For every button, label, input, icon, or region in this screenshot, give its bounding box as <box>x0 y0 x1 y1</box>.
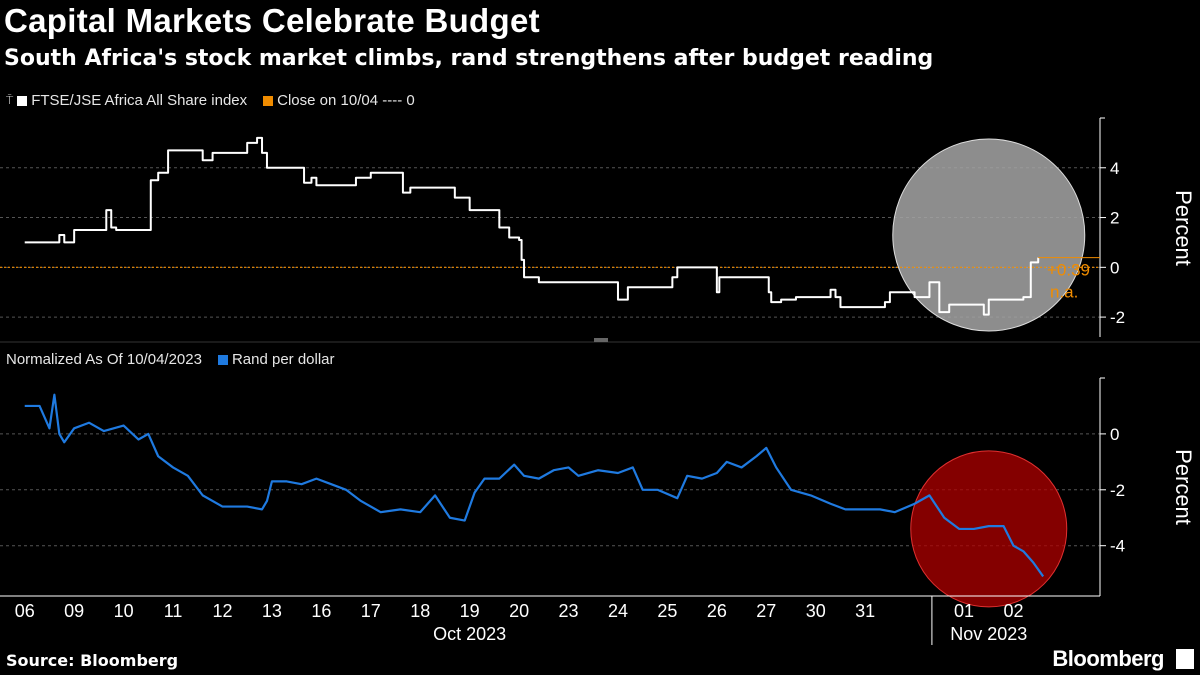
x-tick-label: 12 <box>212 601 232 621</box>
source-note: Source: Bloomberg <box>6 651 178 670</box>
x-tick-label: 02 <box>1003 601 1023 621</box>
x-tick-label: 19 <box>460 601 480 621</box>
x-tick-label: 18 <box>410 601 430 621</box>
x-tick-label: 11 <box>164 601 183 621</box>
x-tick-label: 17 <box>361 601 381 621</box>
y-tick-label: 0 <box>1110 425 1119 444</box>
y-tick-label: -4 <box>1110 537 1125 556</box>
x-tick-label: 13 <box>262 601 282 621</box>
y-tick-label: -2 <box>1110 481 1125 500</box>
y-tick-label: 2 <box>1110 209 1119 228</box>
x-tick-label: 06 <box>15 601 35 621</box>
highlight-circle-red <box>911 451 1067 607</box>
brand-mark-icon <box>1176 649 1194 669</box>
x-tick-label: 09 <box>64 601 84 621</box>
top-panel: 4 2 0 -2 Percent +0.39 n.a. <box>0 118 1196 337</box>
na-label: n.a. <box>1050 283 1078 302</box>
x-tick-label: 20 <box>509 601 529 621</box>
x-tick-label: 30 <box>806 601 826 621</box>
x-month-label: Oct 2023 <box>433 624 506 644</box>
bottom-panel: 0 -2 -4 Percent <box>0 378 1196 607</box>
series-line <box>25 138 1038 315</box>
x-tick-label: 10 <box>114 601 134 621</box>
x-tick-label: 26 <box>707 601 727 621</box>
x-tick-label: 27 <box>756 601 776 621</box>
y-tick-label: 0 <box>1110 258 1119 277</box>
x-tick-label: 01 <box>954 601 974 621</box>
y-tick-label: 4 <box>1110 159 1119 178</box>
x-tick-label: 24 <box>608 601 628 621</box>
brand-logo: Bloomberg <box>1052 646 1164 672</box>
x-tick-label: 16 <box>311 601 331 621</box>
x-tick-label: 23 <box>559 601 579 621</box>
x-tick-label: 31 <box>855 601 875 621</box>
x-tick-label: 25 <box>657 601 677 621</box>
y-axis-label: Percent <box>1171 190 1196 266</box>
panel-resize-handle <box>594 338 608 342</box>
last-value-label: +0.39 <box>1047 261 1090 280</box>
y-tick-label: -2 <box>1110 308 1125 327</box>
series-line <box>25 395 1043 577</box>
x-month-label: Nov 2023 <box>950 624 1027 644</box>
y-axis-label: Percent <box>1171 449 1196 525</box>
